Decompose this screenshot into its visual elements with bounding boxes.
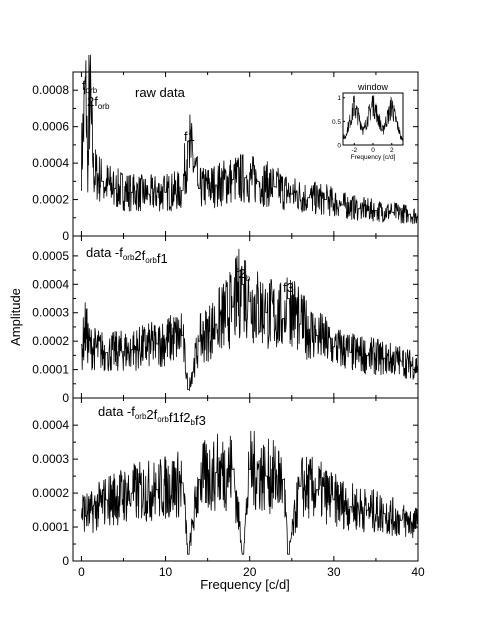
y-tick-label: 0.0002 bbox=[32, 193, 69, 207]
peak-label: 2forb bbox=[87, 94, 110, 111]
x-tick-label: 10 bbox=[159, 565, 173, 579]
inset-x-tick-label: -2 bbox=[351, 147, 357, 154]
y-tick-label: 0.0003 bbox=[32, 306, 69, 320]
y-tick-label: 0.0002 bbox=[32, 486, 69, 500]
panel-annotation: raw data bbox=[135, 85, 186, 100]
inset-y-tick-label: 0 bbox=[337, 143, 341, 150]
peak-label: f3 bbox=[283, 280, 294, 295]
panels: 0 0.0002 0.0004 0.0006 0.0008 raw data forb2fo… bbox=[32, 54, 425, 579]
x-tick-label: 0 bbox=[78, 565, 85, 579]
inset-y-tick-label: 0.5 bbox=[332, 119, 341, 126]
y-tick-label: 0 bbox=[62, 554, 69, 568]
inset-y-tick-label: 1 bbox=[337, 95, 341, 102]
x-tick-label: 30 bbox=[327, 565, 341, 579]
inset-x-tick-label: 2 bbox=[390, 147, 394, 154]
y-tick-label: 0 bbox=[62, 229, 69, 243]
y-tick-label: 0.0006 bbox=[32, 120, 69, 134]
spectrum-line bbox=[81, 248, 418, 392]
spectrum-line bbox=[81, 54, 418, 225]
panel-annotation: data -forb2forbf1f2bf3 bbox=[98, 404, 206, 428]
y-tick-label: 0.0003 bbox=[32, 452, 69, 466]
x-axis-label: Frequency [c/d] bbox=[200, 577, 290, 592]
x-tick-label: 40 bbox=[411, 565, 425, 579]
y-tick-label: 0.0002 bbox=[32, 334, 69, 348]
inset-window-line bbox=[342, 95, 404, 141]
inset-x-label: Frequency [c/d] bbox=[351, 154, 396, 161]
inset-x-tick-label: 0 bbox=[371, 147, 375, 154]
panel-frame bbox=[72, 397, 419, 562]
y-axis-label: Amplitude bbox=[8, 288, 23, 346]
peak-label: f2b bbox=[235, 266, 251, 283]
peak-label: forb bbox=[82, 78, 98, 95]
panel-top: 0 0.0002 0.0004 0.0006 0.0008 raw data forb2fo… bbox=[32, 54, 419, 243]
y-tick-label: 0.0008 bbox=[32, 83, 69, 97]
inset-title: window bbox=[357, 82, 389, 92]
y-tick-label: 0.0001 bbox=[32, 520, 69, 534]
panel-middle: 0 0.0001 0.0002 0.0003 0.0004 0.0005 data -for… bbox=[32, 235, 419, 405]
y-tick-label: 0.0004 bbox=[32, 156, 69, 170]
y-tick-label: 0.0004 bbox=[32, 277, 69, 291]
peak-label: f1 bbox=[184, 129, 195, 144]
y-tick-label: 0.0001 bbox=[32, 363, 69, 377]
spectrum-line bbox=[81, 430, 418, 555]
x-tick-label: 20 bbox=[243, 565, 257, 579]
panel-bottom: 0 0.0001 0.0002 0.0003 0.0004 data -forb2forb… bbox=[32, 397, 419, 568]
panel-annotation: data -forb2forbf1 bbox=[86, 245, 168, 266]
y-tick-label: 0 bbox=[62, 391, 69, 405]
y-tick-label: 0.0005 bbox=[32, 249, 69, 263]
y-tick-label: 0.0004 bbox=[32, 418, 69, 432]
